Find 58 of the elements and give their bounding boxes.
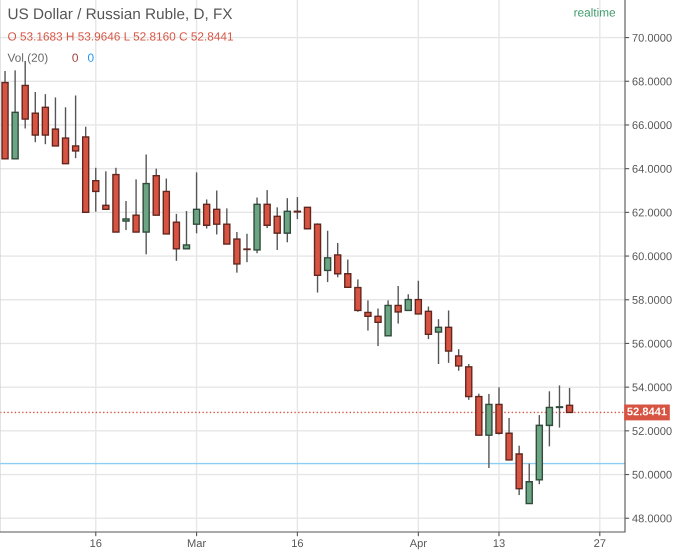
text: O 53.1683 H 53.9646 L 52.8160 C 52.8441 xyxy=(8,32,233,41)
y-tick-label: 48.0000 xyxy=(632,514,672,522)
annotation: 0 xyxy=(88,54,94,62)
x-tick-label: 13 xyxy=(494,539,505,548)
candlestick xyxy=(444,310,452,364)
y-tick-label: 66.0000 xyxy=(632,121,672,130)
y-tick-label: 70.0000 xyxy=(632,34,672,42)
candlestick xyxy=(454,348,462,372)
candlestick xyxy=(52,96,60,147)
candlestick xyxy=(223,208,231,245)
y-tick-label: 58.0000 xyxy=(632,296,672,304)
chart-title: US Dollar / Russian Ruble, D, FX xyxy=(8,8,232,22)
candlestick xyxy=(92,167,100,212)
candlestick xyxy=(102,170,110,210)
candlestick xyxy=(32,91,39,143)
y-tick-label: 60.0000 xyxy=(632,252,672,260)
x-tick-label: 16 xyxy=(292,539,304,548)
candlestick xyxy=(374,308,382,347)
annotation: Vol (20) xyxy=(8,53,48,64)
y-tick-label: 56.0000 xyxy=(632,340,672,348)
x-tick-label: Mar xyxy=(188,539,206,548)
candlestick xyxy=(72,94,80,159)
y-tick-label: 68.0000 xyxy=(632,78,672,86)
candlestick xyxy=(364,300,372,332)
candlestick xyxy=(344,258,352,288)
candlestick xyxy=(284,197,292,243)
x-tick-label: 27 xyxy=(594,539,606,547)
candlestick xyxy=(556,384,564,428)
x-tick-label: Apr xyxy=(410,539,427,550)
ref-line-label: 52.8441 xyxy=(627,408,667,416)
candlestick xyxy=(122,200,130,231)
candlestick xyxy=(434,318,442,365)
candlestick xyxy=(213,190,220,236)
y-tick-label: 50.0000 xyxy=(632,470,672,479)
candlestick xyxy=(414,280,422,315)
candlestick xyxy=(182,210,190,250)
candlestick xyxy=(546,390,554,448)
candlestick xyxy=(324,230,332,283)
candlestick xyxy=(354,278,362,312)
y-tick-label: 52.0000 xyxy=(632,427,672,435)
candlestick xyxy=(304,206,312,230)
candlestick xyxy=(202,198,210,230)
x-tick-label: 16 xyxy=(90,539,102,548)
y-tick-label: 62.0000 xyxy=(632,208,672,216)
candlestick xyxy=(424,306,432,340)
candlestick xyxy=(404,294,412,312)
candlestick xyxy=(294,196,302,220)
annotation: realtime xyxy=(574,8,616,17)
candlestick xyxy=(334,242,342,278)
candlestick xyxy=(526,462,533,504)
candlestick xyxy=(274,206,281,251)
candlestick xyxy=(263,189,271,229)
y-tick-label: 64.0000 xyxy=(632,164,672,173)
annotation: 0 xyxy=(72,54,78,62)
candlestick xyxy=(192,172,200,234)
candlestick xyxy=(132,178,140,233)
y-tick-label: 54.0000 xyxy=(632,383,672,392)
candlestick xyxy=(394,285,402,324)
